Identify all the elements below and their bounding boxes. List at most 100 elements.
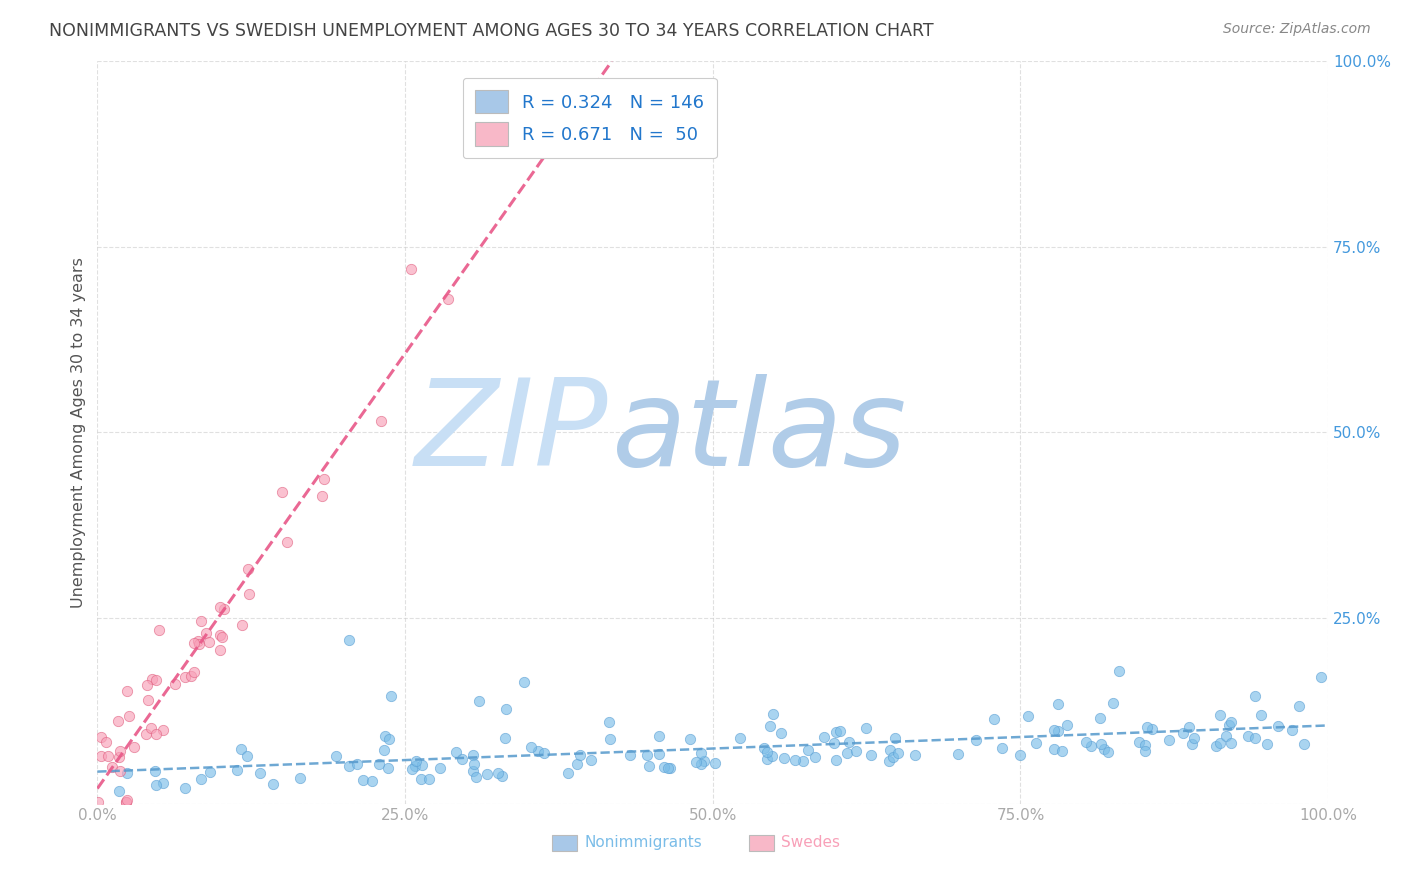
Point bbox=[1182, 731, 1205, 745]
Point bbox=[658, 762, 681, 776]
Point bbox=[946, 747, 969, 762]
Point bbox=[797, 743, 820, 757]
Point bbox=[1171, 726, 1194, 740]
Point bbox=[1043, 723, 1066, 737]
Point bbox=[1281, 723, 1303, 737]
Point bbox=[174, 780, 197, 795]
Point bbox=[373, 742, 395, 756]
Point bbox=[183, 665, 205, 679]
Point bbox=[886, 746, 908, 760]
Point bbox=[429, 761, 451, 775]
Point bbox=[463, 764, 485, 778]
Point bbox=[648, 729, 671, 743]
Text: atlas: atlas bbox=[612, 374, 907, 491]
Point bbox=[96, 735, 118, 749]
Point bbox=[557, 766, 579, 780]
Point bbox=[533, 746, 555, 760]
Point bbox=[468, 694, 491, 708]
Point bbox=[214, 602, 236, 616]
Point bbox=[1244, 731, 1267, 745]
Point bbox=[1046, 723, 1069, 738]
Point bbox=[236, 562, 259, 576]
Point bbox=[312, 472, 335, 486]
Point bbox=[209, 628, 232, 642]
Point bbox=[211, 630, 233, 644]
Point bbox=[1010, 748, 1032, 763]
Point bbox=[1074, 735, 1097, 749]
Point bbox=[1310, 670, 1333, 684]
Point bbox=[1256, 737, 1278, 751]
Point bbox=[884, 731, 907, 745]
Point bbox=[804, 750, 827, 764]
Point bbox=[1136, 720, 1159, 734]
Point bbox=[450, 752, 472, 766]
Point bbox=[174, 670, 197, 684]
Point bbox=[110, 744, 132, 758]
Point bbox=[728, 731, 751, 745]
Point bbox=[117, 684, 139, 698]
Point bbox=[567, 757, 589, 772]
Point bbox=[1025, 735, 1047, 749]
Point bbox=[325, 749, 347, 764]
Point bbox=[823, 736, 845, 750]
Point bbox=[115, 795, 138, 809]
Point bbox=[1208, 708, 1230, 723]
Point bbox=[1133, 744, 1156, 758]
Text: Nonimmigrants: Nonimmigrants bbox=[585, 836, 702, 850]
Point bbox=[512, 675, 534, 690]
Point bbox=[759, 719, 782, 733]
Point bbox=[475, 767, 498, 781]
Point bbox=[991, 741, 1014, 756]
Point bbox=[678, 731, 700, 746]
Point bbox=[107, 750, 129, 764]
Point bbox=[835, 746, 858, 760]
Point bbox=[1047, 697, 1070, 711]
Point bbox=[855, 722, 877, 736]
Point bbox=[209, 643, 232, 657]
Point bbox=[148, 623, 170, 637]
Point bbox=[1250, 708, 1272, 723]
Point bbox=[685, 755, 707, 769]
Text: Source: ZipAtlas.com: Source: ZipAtlas.com bbox=[1223, 22, 1371, 37]
Point bbox=[418, 772, 440, 787]
Point bbox=[1220, 714, 1243, 729]
Point bbox=[1209, 736, 1232, 750]
Point bbox=[486, 765, 509, 780]
Point bbox=[755, 752, 778, 766]
Point bbox=[903, 748, 925, 763]
Point bbox=[619, 747, 641, 762]
Point bbox=[145, 727, 167, 741]
Point bbox=[569, 747, 592, 762]
Point bbox=[101, 760, 124, 774]
Point bbox=[190, 615, 212, 629]
Point bbox=[367, 756, 389, 771]
Point bbox=[761, 748, 783, 763]
Point bbox=[377, 760, 399, 774]
Point bbox=[1243, 689, 1265, 703]
Point bbox=[1294, 737, 1316, 751]
Point bbox=[136, 693, 159, 707]
Point bbox=[437, 292, 460, 306]
Point bbox=[783, 753, 806, 767]
Point bbox=[209, 600, 232, 615]
Point bbox=[288, 771, 311, 785]
Point bbox=[637, 759, 659, 773]
Text: ZIP: ZIP bbox=[415, 374, 609, 491]
Point bbox=[190, 772, 212, 786]
Point bbox=[97, 748, 120, 763]
Point bbox=[107, 714, 129, 729]
Point bbox=[108, 764, 131, 779]
Point bbox=[755, 745, 778, 759]
Point bbox=[374, 729, 396, 743]
Point bbox=[145, 778, 167, 792]
Text: Swedes: Swedes bbox=[782, 836, 839, 850]
Point bbox=[965, 733, 987, 747]
Point bbox=[411, 772, 433, 786]
Point bbox=[90, 748, 112, 763]
Point bbox=[339, 633, 361, 648]
Point bbox=[824, 725, 846, 739]
Point bbox=[1237, 729, 1260, 743]
Point bbox=[271, 484, 294, 499]
Point bbox=[879, 742, 901, 756]
Point bbox=[838, 735, 860, 749]
